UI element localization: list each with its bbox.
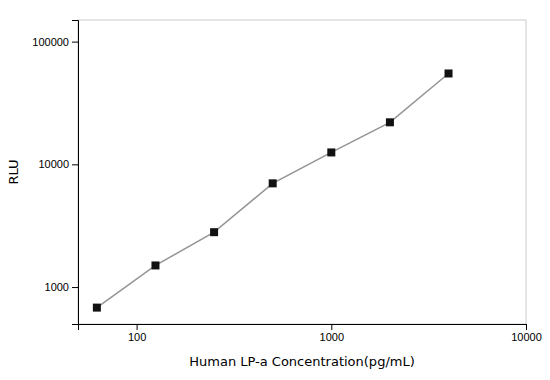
point: [445, 69, 453, 77]
point: [386, 118, 394, 126]
tick-mark: [72, 164, 78, 165]
axis-line: [72, 21, 79, 325]
chart: 100 1000 10000 1000 10000 100000 Human LP-a Co…: [0, 0, 550, 380]
tick-mark: [137, 324, 138, 330]
tick: 10000: [38, 158, 78, 170]
line: [97, 73, 449, 307]
point: [210, 228, 218, 236]
tick-label: 10000: [38, 158, 69, 170]
point: [327, 148, 335, 156]
y-axis: 1000 10000 100000: [32, 21, 78, 325]
tick-label: 1000: [320, 331, 344, 343]
y-axis-title: RLU: [6, 159, 21, 184]
tick-label: 100000: [32, 36, 69, 48]
tick: 1000: [320, 324, 344, 343]
point: [93, 304, 101, 312]
tick-mark: [331, 324, 332, 330]
tick: 100: [128, 324, 146, 343]
point: [269, 179, 277, 187]
tick-label: 1000: [45, 281, 69, 293]
axis-line: [79, 325, 527, 331]
tick: 100000: [32, 36, 78, 48]
x-axis: 100 1000 10000: [79, 324, 542, 343]
x-axis-title: Human LP-a Concentration(pg/mL): [189, 354, 415, 369]
tick: 1000: [45, 281, 78, 293]
tick-mark: [72, 42, 78, 43]
tick: 10000: [511, 324, 542, 343]
point: [151, 261, 159, 269]
tick-label: 100: [128, 331, 146, 343]
plot: 100 1000 10000 1000 10000 100000: [32, 20, 542, 343]
marks: [93, 69, 453, 311]
tick-mark: [72, 287, 78, 288]
plot-frame: [78, 20, 526, 324]
tick-label: 10000: [511, 331, 542, 343]
tick-mark: [526, 324, 527, 330]
